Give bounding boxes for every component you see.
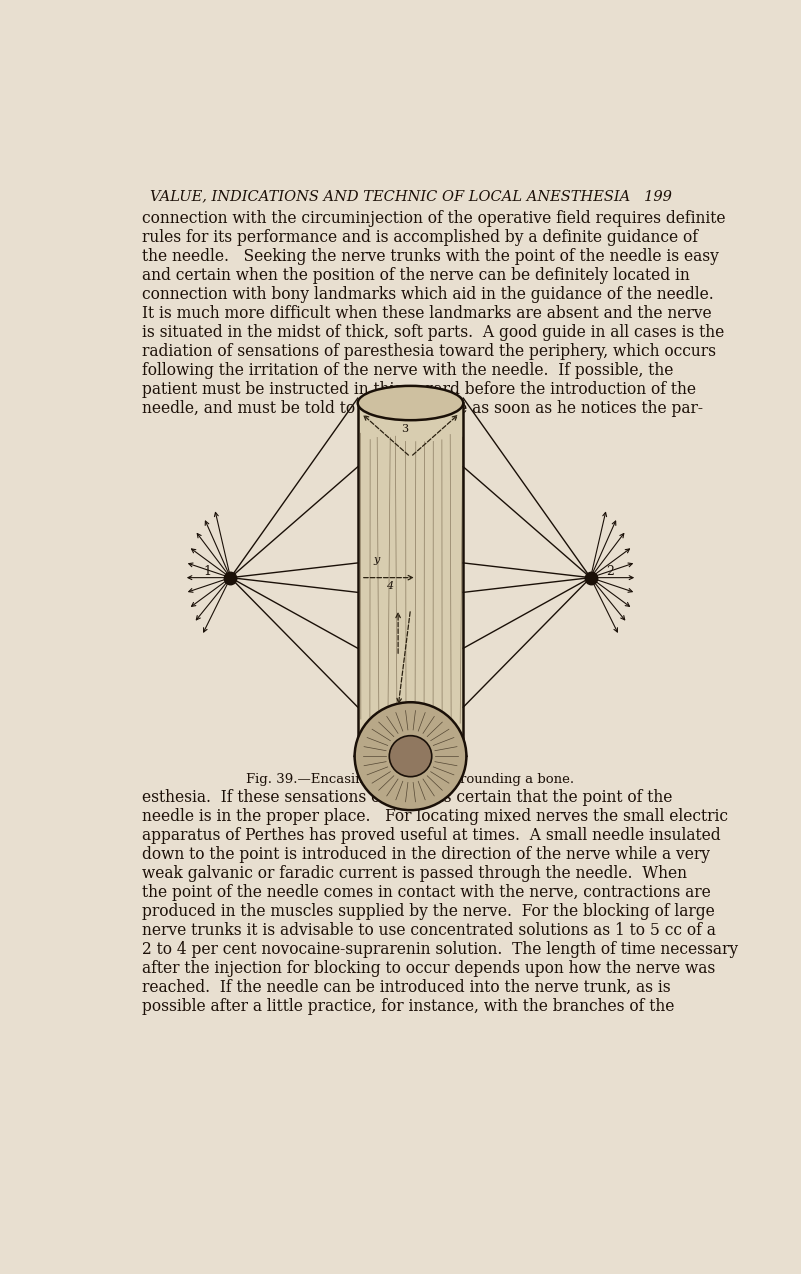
Text: radiation of sensations of paresthesia toward the periphery, which occurs: radiation of sensations of paresthesia t… [142, 343, 716, 361]
Text: connection with the circuminjection of the operative field requires definite: connection with the circuminjection of t… [142, 210, 725, 227]
Text: the needle.   Seeking the nerve trunks with the point of the needle is easy: the needle. Seeking the nerve trunks wit… [142, 248, 718, 265]
Text: It is much more difficult when these landmarks are absent and the nerve: It is much more difficult when these lan… [142, 304, 711, 322]
Text: apparatus of Perthes has proved useful at times.  A small needle insulated: apparatus of Perthes has proved useful a… [142, 827, 720, 843]
Text: possible after a little practice, for instance, with the branches of the: possible after a little practice, for in… [142, 998, 674, 1015]
Text: 1: 1 [204, 564, 211, 577]
Text: 3: 3 [401, 424, 409, 434]
Bar [358, 403, 463, 747]
Text: is situated in the midst of thick, soft parts.  A good guide in all cases is the: is situated in the midst of thick, soft … [142, 324, 724, 341]
Text: produced in the muscles supplied by the nerve.  For the blocking of large: produced in the muscles supplied by the … [142, 903, 714, 920]
Text: following the irritation of the nerve with the needle.  If possible, the: following the irritation of the nerve wi… [142, 362, 673, 380]
Text: weak galvanic or faradic current is passed through the needle.  When: weak galvanic or faradic current is pass… [142, 865, 686, 882]
Text: VALUE, INDICATIONS AND TECHNIC OF LOCAL ANESTHESIA   199: VALUE, INDICATIONS AND TECHNIC OF LOCAL … [150, 189, 671, 203]
Text: 4: 4 [386, 581, 392, 591]
Ellipse shape [358, 386, 463, 420]
Text: patient must be instructed in this regard before the introduction of the: patient must be instructed in this regar… [142, 381, 696, 397]
Text: and certain when the position of the nerve can be definitely located in: and certain when the position of the ner… [142, 266, 690, 284]
Text: reached.  If the needle can be introduced into the nerve trunk, as is: reached. If the needle can be introduced… [142, 978, 670, 996]
Text: needle, and must be told to speak at once as soon as he notices the par-: needle, and must be told to speak at onc… [142, 400, 702, 417]
Text: rules for its performance and is accomplished by a definite guidance of: rules for its performance and is accompl… [142, 229, 698, 246]
Ellipse shape [355, 702, 466, 810]
Text: 2: 2 [606, 564, 614, 577]
Text: down to the point is introduced in the direction of the nerve while a very: down to the point is introduced in the d… [142, 846, 710, 862]
Text: after the injection for blocking to occur depends upon how the nerve was: after the injection for blocking to occu… [142, 959, 715, 977]
Text: esthesia.  If these sensations occur, it is certain that the point of the: esthesia. If these sensations occur, it … [142, 789, 672, 805]
Text: Fig. 39.—Encasing injection surrounding a bone.: Fig. 39.—Encasing injection surrounding … [247, 773, 574, 786]
Ellipse shape [389, 735, 432, 777]
Text: needle is in the proper place.   For locating mixed nerves the small electric: needle is in the proper place. For locat… [142, 808, 728, 824]
Text: 2 to 4 per cent novocaine-suprarenin solution.  The length of time necessary: 2 to 4 per cent novocaine-suprarenin sol… [142, 940, 738, 958]
Text: y: y [373, 555, 380, 564]
Text: the point of the needle comes in contact with the nerve, contractions are: the point of the needle comes in contact… [142, 884, 710, 901]
Text: nerve trunks it is advisable to use concentrated solutions as 1 to 5 cc of a: nerve trunks it is advisable to use conc… [142, 922, 715, 939]
Text: connection with bony landmarks which aid in the guidance of the needle.: connection with bony landmarks which aid… [142, 285, 714, 303]
